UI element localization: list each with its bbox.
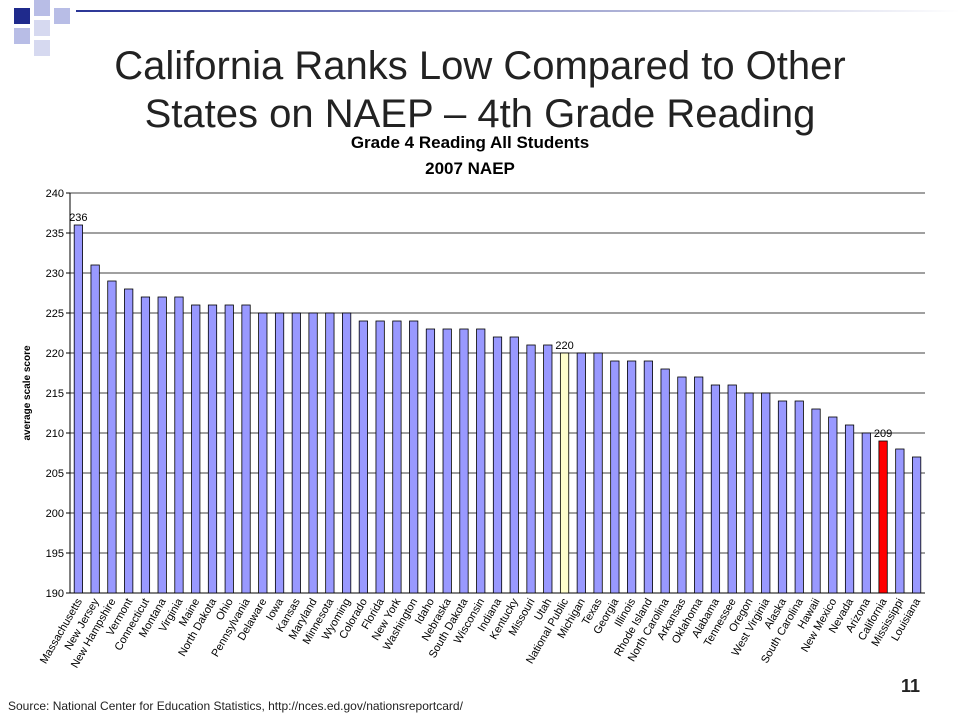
bar-pennsylvania	[241, 304, 251, 594]
deco-square-light	[34, 20, 50, 36]
bar-vermont	[124, 288, 134, 594]
bar-nebraska	[442, 328, 452, 594]
bar-new-mexico	[828, 416, 838, 594]
bar-wisconsin	[476, 328, 486, 594]
slide-number: 11	[900, 676, 920, 696]
y-tick-label: 235	[46, 228, 64, 240]
bar-oklahoma	[694, 376, 704, 594]
source-note: Source: National Center for Education St…	[8, 699, 463, 713]
bar-minnesota	[325, 312, 335, 594]
deco-square-light	[34, 0, 50, 16]
bar-california	[878, 440, 888, 594]
bar-texas	[593, 352, 603, 594]
bar-idaho	[425, 328, 436, 594]
bar-new-hampshire	[107, 280, 117, 594]
bar-michigan	[576, 352, 586, 594]
y-axis-label: average scale score	[22, 345, 33, 441]
bar-arkansas	[677, 376, 687, 594]
bar-north-dakota	[207, 304, 218, 594]
bar-montana	[157, 296, 167, 594]
bar-alaska	[777, 400, 788, 594]
bar-ohio	[224, 304, 234, 594]
bar-south-carolina	[794, 400, 804, 594]
deco-square-light	[14, 28, 30, 44]
bar-utah	[543, 344, 553, 594]
deco-gradient-bar	[76, 10, 960, 12]
bar-washington	[409, 320, 419, 594]
bar-north-carolina	[660, 368, 670, 594]
bar-kentucky	[509, 336, 519, 594]
bar-florida	[375, 320, 385, 594]
y-tick-label: 225	[46, 308, 64, 320]
chart-title: Grade 4 Reading All Students	[351, 133, 589, 152]
bar-mississippi	[895, 448, 905, 594]
bar-hawaii	[811, 408, 821, 594]
bar-virginia	[174, 296, 184, 594]
bar-arizona	[861, 432, 871, 594]
bar-oregon	[744, 392, 754, 594]
bar-south-dakota	[459, 328, 469, 594]
slide-title-line-2: States on NAEP – 4th Grade Reading	[144, 92, 816, 136]
bar-wyoming	[342, 312, 352, 594]
bar-tennessee	[727, 384, 737, 594]
bar-new-york	[392, 320, 402, 594]
y-tick-label: 220	[46, 348, 64, 360]
bar-missouri	[526, 344, 536, 594]
bar-nevada	[844, 424, 855, 594]
bar-alabama	[710, 384, 721, 594]
data-label: 236	[69, 212, 87, 224]
y-tick-label: 240	[46, 188, 64, 200]
y-tick-label: 205	[46, 468, 64, 480]
bar-illinois	[627, 360, 637, 594]
chart-subtitle: 2007 NAEP	[425, 159, 515, 178]
title-decoration	[14, 0, 960, 56]
bar-national-public	[559, 352, 570, 594]
bar-kansas	[291, 312, 301, 594]
data-label: 209	[874, 428, 892, 440]
slide-title: California Ranks Low Compared to Other S…	[40, 42, 920, 138]
y-tick-label: 190	[46, 588, 64, 600]
y-tick-label: 230	[46, 268, 64, 280]
y-tick-label: 195	[46, 548, 64, 560]
data-label: 220	[555, 340, 573, 352]
deco-square-light	[54, 8, 70, 24]
bar-connecticut	[140, 296, 151, 594]
bar-colorado	[358, 320, 368, 594]
bar-maine	[191, 304, 201, 594]
bar-rhode-island	[643, 360, 653, 594]
bar-indiana	[492, 336, 503, 594]
y-tick-label: 200	[46, 508, 64, 520]
bar-louisiana	[912, 456, 922, 594]
bar-delaware	[258, 312, 268, 594]
bar-maryland	[308, 312, 318, 594]
deco-square-dark	[14, 8, 30, 24]
bar-georgia	[610, 360, 620, 594]
bar-iowa	[274, 312, 285, 594]
y-tick-label: 215	[46, 388, 64, 400]
deco-square-light	[34, 40, 50, 56]
y-tick-label: 210	[46, 428, 64, 440]
bar-west-virginia	[761, 392, 771, 594]
bar-massachusetts	[73, 224, 83, 594]
bar-new-jersey	[90, 264, 100, 594]
slide-title-line-1: California Ranks Low Compared to Other	[114, 44, 846, 88]
